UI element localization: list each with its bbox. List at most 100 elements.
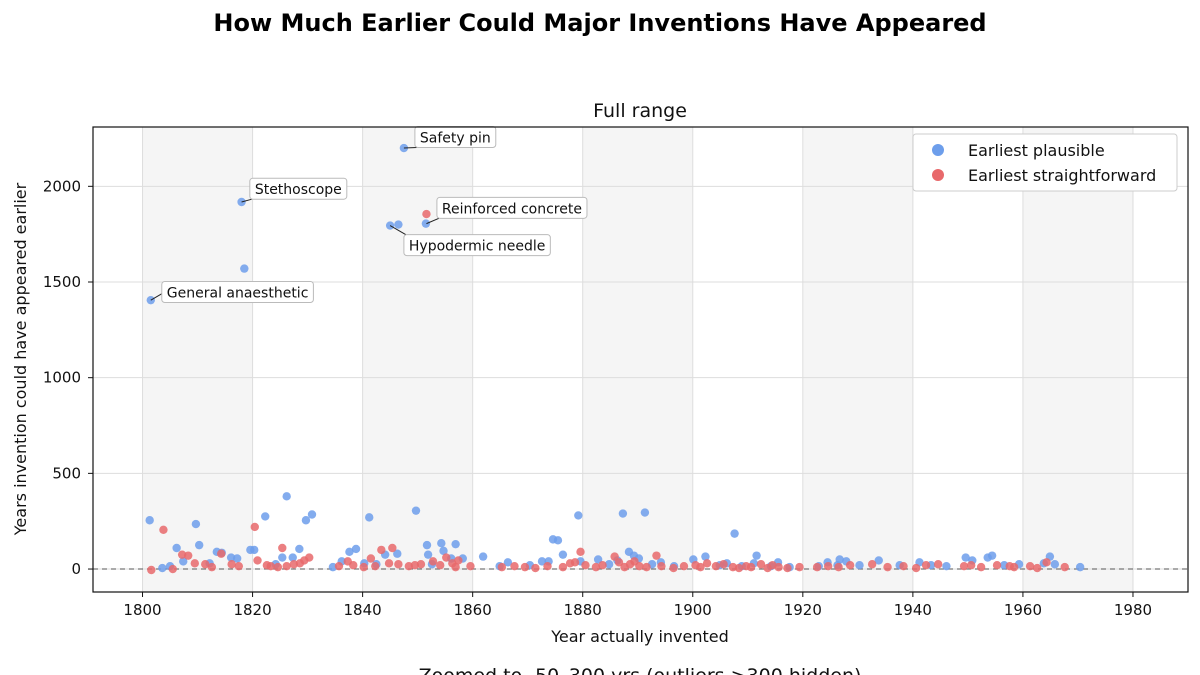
data-point-plausible [593, 555, 603, 564]
data-point-straightforward [1042, 558, 1051, 567]
data-point-straightforward [591, 562, 601, 572]
data-point-plausible [261, 512, 270, 521]
data-point-plausible [278, 553, 287, 562]
annotation-label: General anaesthetic [167, 286, 309, 302]
data-point-straightforward [234, 561, 244, 571]
x-axis-label: Year actually invented [550, 627, 729, 646]
legend-label-earliest-plausible: Earliest plausible [968, 141, 1105, 160]
data-point-straightforward [576, 547, 585, 557]
data-point-plausible [437, 539, 446, 548]
data-point-straightforward [394, 560, 403, 569]
data-point-plausible [1075, 562, 1085, 572]
data-point-straightforward [366, 554, 376, 563]
y-tick-label: 0 [71, 560, 81, 578]
data-point-plausible [752, 551, 761, 560]
data-point-straightforward [520, 562, 530, 572]
data-point-straightforward [227, 560, 236, 569]
x-tick-label: 1880 [564, 601, 602, 619]
data-point-straightforward [812, 562, 822, 572]
data-point-straightforward [992, 561, 1002, 570]
x-axis-ticks: 1800 1820 1840 1860 1880 1900 1920 1940 1960 1980 [123, 592, 1152, 619]
background-band [362, 127, 473, 592]
data-point-plausible [295, 544, 304, 554]
data-point-straightforward [253, 556, 262, 565]
data-point-straightforward [388, 543, 397, 553]
data-point-straightforward [1060, 562, 1069, 572]
data-point-straightforward [867, 560, 877, 569]
data-point-straightforward [531, 563, 540, 573]
data-point-straightforward [845, 561, 855, 570]
data-point-straightforward [1025, 561, 1035, 571]
data-point-straightforward [543, 561, 552, 571]
data-point-straightforward [702, 559, 712, 568]
data-point-straightforward [510, 561, 519, 571]
data-point-plausible [345, 547, 354, 557]
data-point-straightforward [883, 562, 892, 572]
annotation-box [403, 234, 551, 257]
data-point-straightforward [497, 562, 507, 572]
annotation: Hypodermic needle [389, 225, 551, 257]
data-point-straightforward [933, 560, 943, 569]
y-tick-label: 500 [52, 464, 81, 482]
data-point-straightforward [899, 561, 908, 571]
data-point-straightforward [696, 562, 705, 572]
data-point-straightforward [795, 562, 804, 572]
data-point-straightforward [273, 562, 283, 572]
x-tick-label: 1960 [1004, 601, 1042, 619]
data-point-straightforward [217, 549, 226, 558]
x-tick-label: 1840 [344, 601, 382, 619]
data-point-straightforward [635, 561, 644, 571]
annotation-connector [426, 217, 440, 225]
annotation-box [249, 177, 348, 200]
series-earliest-straightforward [147, 209, 1069, 575]
data-point-straightforward [282, 561, 291, 571]
data-point-straightforward [416, 560, 426, 569]
annotation: General anaesthetic [150, 281, 314, 304]
x-tick-label: 1900 [674, 601, 712, 619]
annotation-box [436, 196, 588, 219]
data-point-straightforward [207, 562, 217, 572]
data-point-plausible [558, 550, 568, 559]
page-title: How Much Earlier Could Major Inventions … [213, 9, 986, 37]
data-point-plausible [451, 539, 460, 549]
data-point-plausible [301, 516, 311, 525]
annotation-connector [241, 198, 252, 203]
gridlines [93, 127, 1188, 592]
data-point-plausible [307, 510, 317, 519]
data-point-straightforward [278, 543, 287, 553]
data-point-straightforward [250, 522, 259, 532]
annotation: Stethoscope [241, 177, 348, 203]
y-tick-label: 1500 [43, 273, 81, 291]
y-axis-label: Years invention could have appeared earl… [11, 182, 30, 536]
annotation-connector [403, 147, 417, 149]
data-point-plausible [640, 508, 650, 517]
data-point-plausible [874, 556, 883, 565]
data-point-straightforward [305, 553, 314, 562]
data-point-plausible [478, 552, 488, 561]
data-point-plausible [1050, 560, 1060, 569]
annotation-label: Safety pin [420, 131, 491, 147]
data-point-straightforward [159, 525, 168, 535]
data-point-straightforward [442, 553, 451, 562]
annotation: Safety pin [403, 126, 497, 149]
background-band [802, 127, 913, 592]
data-point-straightforward [581, 561, 590, 570]
data-point-straightforward [454, 556, 463, 565]
data-point-plausible [701, 552, 710, 561]
data-point-straightforward [371, 561, 380, 571]
data-point-straightforward [642, 562, 651, 572]
y-tick-label: 2000 [43, 177, 81, 195]
data-point-plausible [411, 506, 421, 515]
data-point-plausible [365, 513, 374, 522]
data-point-straightforward [774, 562, 783, 572]
data-point-straightforward [598, 561, 607, 570]
data-point-straightforward [756, 560, 766, 569]
annotations: Safety pin Stethoscope Reinforced concrete… [150, 126, 588, 304]
legend-marker-earliest-plausible [932, 144, 944, 156]
data-point-plausible [194, 540, 204, 550]
data-point-straightforward [614, 558, 624, 567]
data-point-straightforward [1009, 562, 1019, 572]
data-point-straightforward [190, 559, 199, 568]
data-point-plausible [537, 557, 547, 566]
x-tick-label: 1800 [123, 601, 161, 619]
